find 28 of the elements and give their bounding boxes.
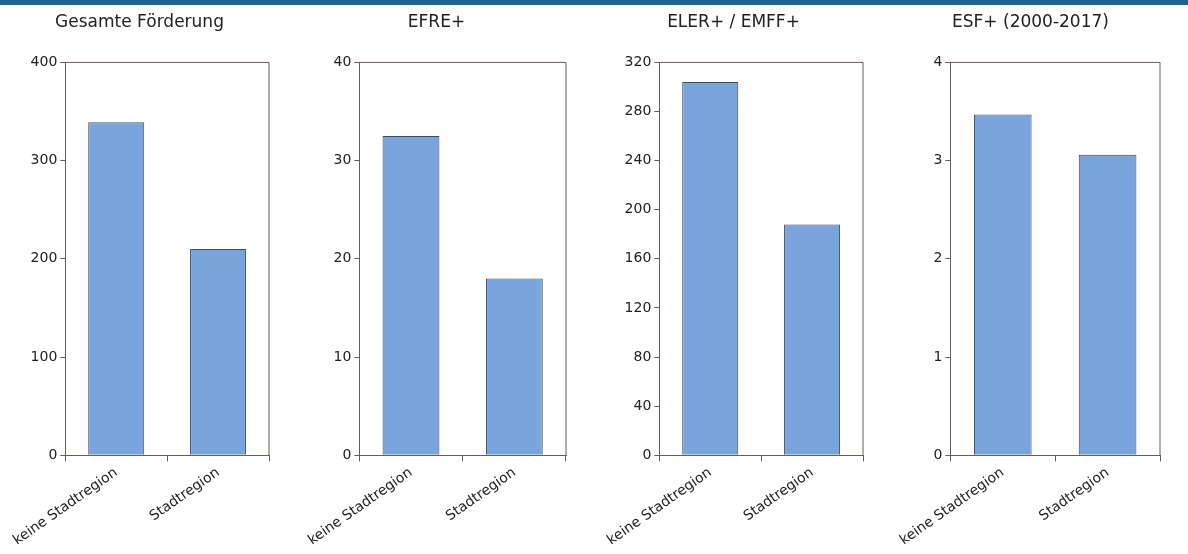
y-tick-label: 200 [624, 200, 652, 217]
chart-title: EFRE+ [407, 10, 466, 31]
y-tick-label: 0 [933, 445, 943, 462]
chart-title: ELER+ / EMFF+ [667, 10, 800, 31]
y-tick-label: 320 [624, 53, 652, 70]
y-tick-label: 100 [30, 347, 58, 364]
y-tick-label: 3 [933, 151, 943, 168]
y-tick-label: 10 [333, 347, 352, 364]
y-tick-label: 30 [333, 151, 352, 168]
y-tick-label: 160 [624, 249, 652, 266]
y-tick-label: 20 [333, 249, 352, 266]
y-tick-label: 40 [633, 396, 652, 413]
y-tick-label: 0 [642, 445, 652, 462]
y-tick-label: 40 [333, 53, 352, 70]
y-tick-label: 120 [624, 298, 652, 315]
chart-title: ESF+ (2000-2017) [952, 10, 1109, 31]
y-tick-label: 2 [933, 249, 943, 266]
y-tick-label: 0 [48, 445, 58, 462]
y-tick-label: 300 [30, 151, 58, 168]
y-tick-label: 200 [30, 249, 58, 266]
y-tick-label: 240 [624, 151, 652, 168]
y-tick-label: 280 [624, 102, 652, 119]
y-tick-label: 0 [342, 445, 352, 462]
y-tick-label: 1 [933, 347, 943, 364]
chart-title: Gesamte Förderung [55, 10, 224, 31]
y-tick-label: 80 [633, 347, 652, 364]
y-tick-label: 4 [933, 53, 943, 70]
y-tick-label: 400 [30, 53, 58, 70]
